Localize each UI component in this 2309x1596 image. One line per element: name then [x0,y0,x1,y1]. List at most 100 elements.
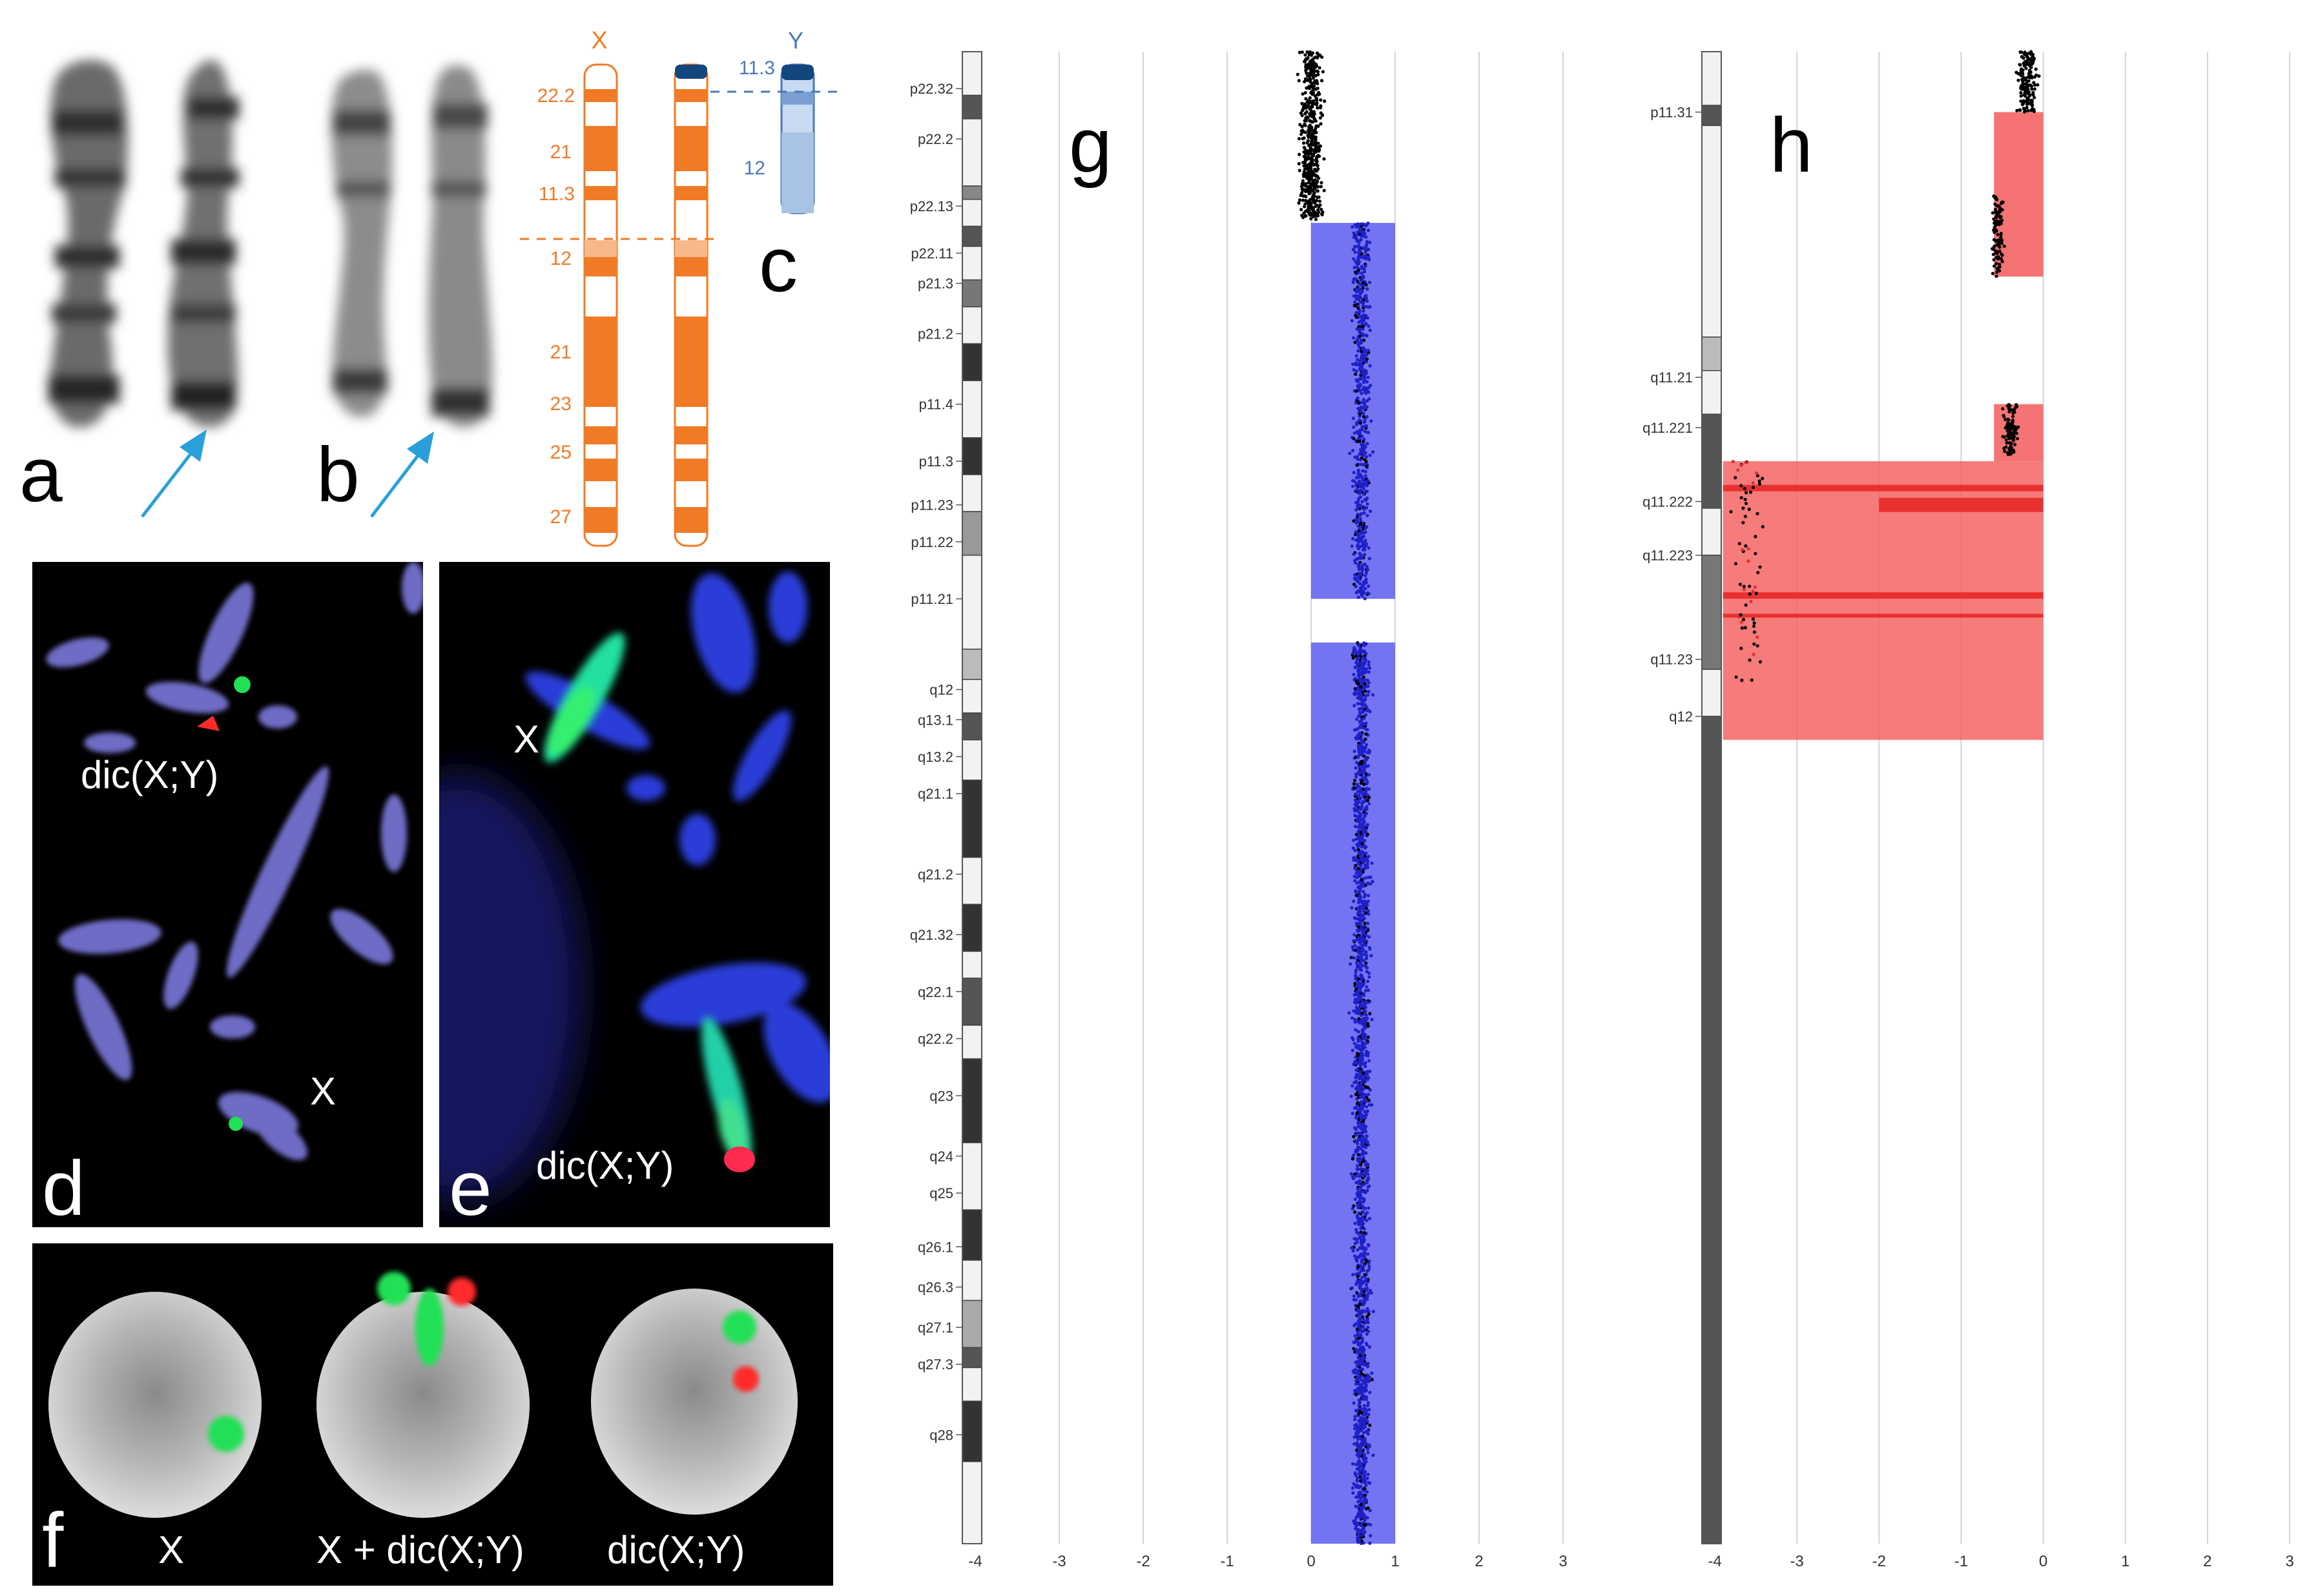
probe-point [1309,183,1314,187]
probe-point [1362,453,1365,457]
probe-point [1299,193,1303,198]
probe-point [1355,463,1359,467]
probe-point [1356,505,1360,510]
probe-point [1354,372,1358,376]
probe-point [2000,253,2004,257]
probe-point [1359,1389,1363,1393]
probe-point [1307,204,1311,208]
probe-point [1358,439,1362,443]
cytoband [962,1400,982,1462]
cytoband [1701,554,1722,670]
probe-point [1356,532,1360,535]
probe-point [1368,1289,1372,1292]
band-label: q25 [929,1185,953,1201]
probe-point [1354,837,1359,841]
band-label: q21.2 [918,866,953,882]
probe-point [1363,854,1367,858]
probe-point [1363,1110,1367,1114]
probe-point [1364,670,1368,674]
probe-point [1309,53,1314,57]
probe-point [1361,827,1365,831]
fish-d-label-dic: dic(X;Y) [81,753,219,796]
probe-point [1317,210,1321,214]
probe-point [1358,1469,1362,1473]
probe-point [1356,977,1361,980]
probe-point [1354,225,1358,229]
probe-point [1999,222,2003,225]
cytoband [962,198,982,227]
probe-point [1363,697,1367,701]
probe-point [1362,1033,1365,1037]
probe-point [2000,242,2004,245]
probe-point [1366,1252,1370,1256]
probe-point [1751,486,1755,490]
probe-point [1364,828,1368,832]
probe-point [1362,298,1366,302]
probe-point [1744,544,1748,548]
probe-point [1365,1314,1369,1319]
probe-point [1356,1444,1360,1448]
probe-point [1359,525,1363,529]
probe-point [1354,315,1358,319]
probe-point [1300,125,1304,129]
probe-point [1357,1342,1362,1345]
probe-point [1353,304,1358,307]
probe-point [1351,1491,1355,1495]
probe-point [1352,807,1356,811]
probe-point [1314,135,1318,140]
probe-point [1352,479,1356,483]
probe-point [1367,660,1371,664]
probe-point [1363,250,1367,254]
probe-point [1356,829,1360,834]
probe-point [2032,109,2036,114]
probe-point [1755,635,1759,639]
probe-point [1357,282,1361,285]
probe-point [1367,988,1371,992]
probe-point [1358,1090,1363,1093]
probe-point [1356,1375,1360,1380]
probe-point [1361,469,1365,473]
probe-point [1363,1493,1367,1497]
probe-point [1356,1153,1360,1157]
probe-point [1301,105,1305,109]
x-tick-label: 0 [1307,1553,1315,1570]
probe-point [1365,357,1369,361]
cytoband [962,739,982,781]
probe-point [1357,1309,1362,1312]
probe-point [1994,275,1998,278]
probe-point [1302,205,1307,209]
cytoband [962,225,982,247]
probe-point [1362,462,1365,467]
probe-point [1369,1534,1372,1538]
probe-point [1734,475,1737,480]
probe-point [1363,1145,1368,1150]
probe-point [1365,484,1369,488]
probe-point [1359,738,1363,741]
probe-point [1356,342,1360,346]
probe-point [1356,900,1361,904]
probe-point [1305,71,1309,75]
probe-point [1360,1339,1365,1343]
probe-point [1360,1243,1364,1247]
probe-point [1360,978,1363,982]
probe-point [1361,1247,1365,1251]
probe-point [1366,1086,1370,1090]
x-tick-label: 1 [2121,1553,2129,1570]
probe-point [1364,1442,1368,1446]
probe-point [1300,182,1304,186]
probe-point [1300,50,1304,54]
probe-point [2000,218,2004,222]
probe-point [1367,557,1372,561]
probe-point [2024,67,2028,70]
x-tick-label: 3 [2285,1553,2293,1570]
probe-point [1355,1290,1359,1295]
probe-point [1356,1131,1360,1135]
fish-d-label-x: X [310,1070,337,1113]
probe-point [1362,1280,1366,1283]
probe-point [2027,79,2031,83]
probe-point [1364,459,1368,463]
probe-point [1365,455,1369,459]
loss-segment [1994,404,2044,462]
fish-e-label-x: X [513,718,540,761]
probe-point [1301,109,1305,112]
